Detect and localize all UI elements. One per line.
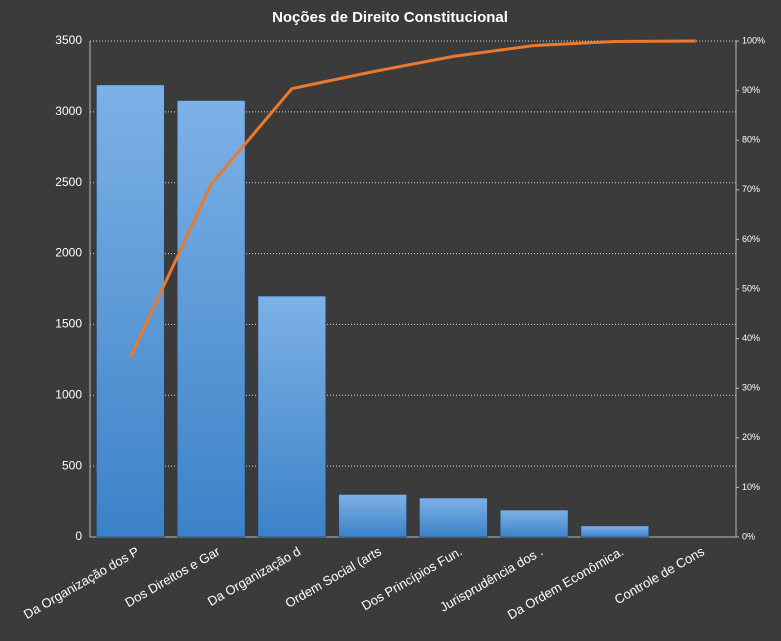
y-tick-label: 500 bbox=[62, 458, 82, 472]
y-tick-label: 3500 bbox=[55, 33, 82, 47]
bar bbox=[338, 494, 407, 538]
bar bbox=[419, 497, 488, 538]
bar bbox=[499, 509, 569, 538]
bar bbox=[580, 525, 650, 538]
pareto-line bbox=[129, 39, 696, 359]
y-tick-label: 2000 bbox=[55, 246, 82, 260]
y-tick-label: 3000 bbox=[55, 104, 82, 118]
y2-tick-label: 50% bbox=[742, 283, 760, 293]
y2-tick-label: 100% bbox=[742, 35, 765, 45]
y-tick-label: 1000 bbox=[55, 387, 82, 401]
y-tick-label: 2500 bbox=[55, 175, 82, 189]
y-tick-label: 0 bbox=[75, 529, 82, 543]
bar bbox=[176, 100, 246, 538]
y2-tick-label: 10% bbox=[742, 482, 760, 492]
y-tick-label: 1500 bbox=[55, 317, 82, 331]
y2-tick-label: 30% bbox=[742, 383, 760, 393]
bar bbox=[257, 295, 327, 538]
y2-tick-label: 20% bbox=[742, 432, 760, 442]
y2-tick-label: 80% bbox=[742, 135, 760, 145]
chart-title: Noções de Direito Constitucional bbox=[272, 9, 508, 26]
y2-tick-label: 70% bbox=[742, 184, 760, 194]
bar bbox=[96, 84, 165, 538]
y2-tick-label: 60% bbox=[742, 234, 760, 244]
y2-tick-label: 0% bbox=[742, 531, 755, 541]
y2-tick-label: 40% bbox=[742, 333, 760, 343]
y2-tick-label: 90% bbox=[742, 85, 760, 95]
